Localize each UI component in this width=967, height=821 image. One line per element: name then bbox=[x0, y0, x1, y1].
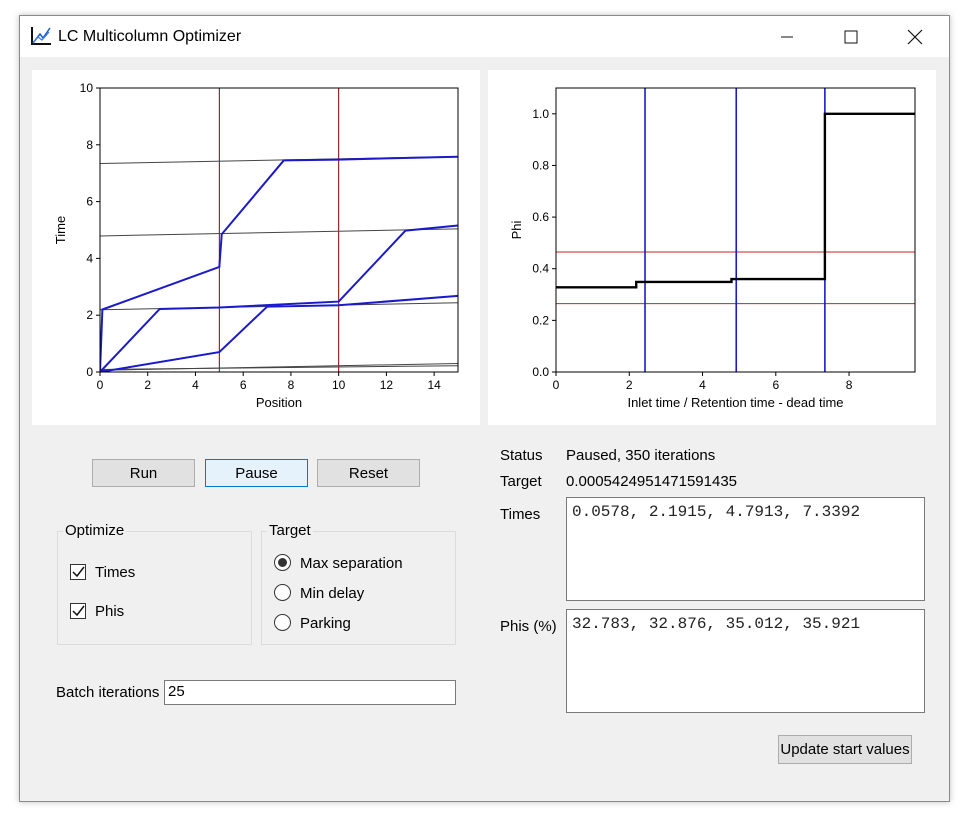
phis-textarea[interactable]: 32.783, 32.876, 35.012, 35.921 bbox=[566, 609, 925, 713]
close-icon bbox=[907, 29, 923, 44]
y-tick-label: 0.8 bbox=[532, 158, 549, 172]
x-tick-label: 6 bbox=[772, 378, 779, 392]
series-line bbox=[100, 224, 458, 372]
target-value: 0.0005424951471591435 bbox=[566, 473, 738, 490]
y-tick-label: 6 bbox=[86, 195, 93, 209]
times-label: Times bbox=[500, 506, 541, 523]
maximize-button[interactable] bbox=[820, 16, 882, 57]
reference-line bbox=[100, 228, 458, 237]
checkmark-icon bbox=[72, 566, 85, 578]
plot-frame bbox=[99, 87, 459, 373]
times-textarea[interactable]: 0.0578, 2.1915, 4.7913, 7.3392 bbox=[566, 497, 925, 601]
x-tick-label: 12 bbox=[380, 378, 394, 392]
y-tick-label: 0.0 bbox=[532, 365, 549, 379]
y-tick-label: 0.4 bbox=[532, 262, 549, 276]
batch-iterations-input[interactable]: 25 bbox=[164, 680, 456, 705]
y-tick-label: 0.2 bbox=[532, 313, 549, 327]
x-tick-label: 0 bbox=[97, 378, 104, 392]
target-label: Target bbox=[500, 473, 542, 490]
run-button[interactable]: Run bbox=[92, 459, 195, 487]
x-tick-label: 4 bbox=[699, 378, 706, 392]
position-time-chart: 0 2 4 6 8 10 12 14 0 2 4 6 8 10 Position Time bbox=[53, 81, 459, 410]
reset-button[interactable]: Reset bbox=[317, 459, 420, 487]
y-tick-label: 10 bbox=[80, 81, 94, 95]
times-checkbox-label: Times bbox=[95, 564, 136, 581]
y-tick-label: 2 bbox=[86, 308, 93, 322]
y-tick-label: 4 bbox=[86, 251, 93, 265]
radio-parking-label: Parking bbox=[300, 615, 351, 632]
optimize-group bbox=[57, 531, 252, 645]
radio-parking[interactable] bbox=[274, 614, 291, 631]
reset-label: Reset bbox=[348, 464, 389, 482]
y-tick-label: 0 bbox=[86, 365, 93, 379]
checkmark-icon bbox=[72, 605, 85, 617]
update-start-values-label: Update start values bbox=[780, 741, 910, 758]
x-tick-label: 6 bbox=[240, 378, 247, 392]
position-time-plot: 0 2 4 6 8 10 12 14 0 2 4 6 8 10 Position Time bbox=[32, 70, 480, 425]
minimize-icon bbox=[781, 36, 793, 37]
times-checkbox[interactable] bbox=[70, 564, 86, 580]
app-window: LC Multicolumn Optimizer 0 2 4 6 8 10 12 14 0 2 4 6… bbox=[19, 15, 950, 802]
optimize-group-title: Optimize bbox=[63, 522, 127, 539]
plot-frame bbox=[555, 87, 916, 373]
y-axis-label: Time bbox=[53, 216, 68, 244]
maximize-icon bbox=[844, 30, 858, 43]
x-tick-label: 2 bbox=[626, 378, 633, 392]
x-tick-label: 8 bbox=[846, 378, 853, 392]
run-label: Run bbox=[129, 464, 158, 482]
minimize-button[interactable] bbox=[756, 16, 818, 57]
y-tick-label: 8 bbox=[86, 138, 93, 152]
x-tick-label: 0 bbox=[553, 378, 560, 392]
phis-checkbox-label: Phis bbox=[95, 603, 125, 620]
radio-max-separation[interactable] bbox=[274, 554, 291, 571]
phi-chart: 0 2 4 6 8 0.0 0.2 0.4 0.6 0.8 1.0 Inlet time / Rete… bbox=[509, 87, 916, 410]
x-axis-label: Position bbox=[256, 395, 302, 410]
series-line bbox=[100, 294, 458, 372]
series-line bbox=[100, 155, 458, 372]
radio-min-delay[interactable] bbox=[274, 584, 291, 601]
y-tick-label: 1.0 bbox=[532, 107, 549, 121]
y-tick-label: 0.6 bbox=[532, 210, 549, 224]
app-logo-icon bbox=[31, 27, 51, 45]
pause-button[interactable]: Pause bbox=[205, 459, 308, 487]
x-tick-label: 2 bbox=[144, 378, 151, 392]
reference-line bbox=[100, 365, 458, 370]
x-tick-label: 4 bbox=[192, 378, 199, 392]
x-tick-label: 8 bbox=[288, 378, 295, 392]
phis-checkbox[interactable] bbox=[70, 603, 86, 619]
y-axis-label: Phi bbox=[509, 220, 524, 239]
status-value: Paused, 350 iterations bbox=[566, 447, 716, 464]
x-tick-label: 10 bbox=[332, 378, 346, 392]
batch-iterations-label: Batch iterations bbox=[56, 684, 160, 701]
title-bar: LC Multicolumn Optimizer bbox=[20, 16, 949, 57]
radio-max-separation-label: Max separation bbox=[300, 555, 403, 572]
update-start-values-button[interactable]: Update start values bbox=[778, 735, 912, 764]
pause-label: Pause bbox=[235, 464, 278, 482]
phis-label: Phis (%) bbox=[500, 618, 557, 635]
close-button[interactable] bbox=[884, 16, 946, 57]
x-axis-label: Inlet time / Retention time - dead time bbox=[627, 395, 843, 410]
target-group-title: Target bbox=[267, 522, 313, 539]
x-tick-label: 14 bbox=[427, 378, 441, 392]
radio-min-delay-label: Min delay bbox=[300, 585, 365, 602]
window-title: LC Multicolumn Optimizer bbox=[58, 28, 242, 45]
phi-plot: 0 2 4 6 8 0.0 0.2 0.4 0.6 0.8 1.0 Inlet time / Rete… bbox=[488, 70, 936, 425]
target-group bbox=[261, 531, 456, 645]
phi-step-line bbox=[556, 112, 915, 289]
status-label: Status bbox=[500, 447, 543, 464]
